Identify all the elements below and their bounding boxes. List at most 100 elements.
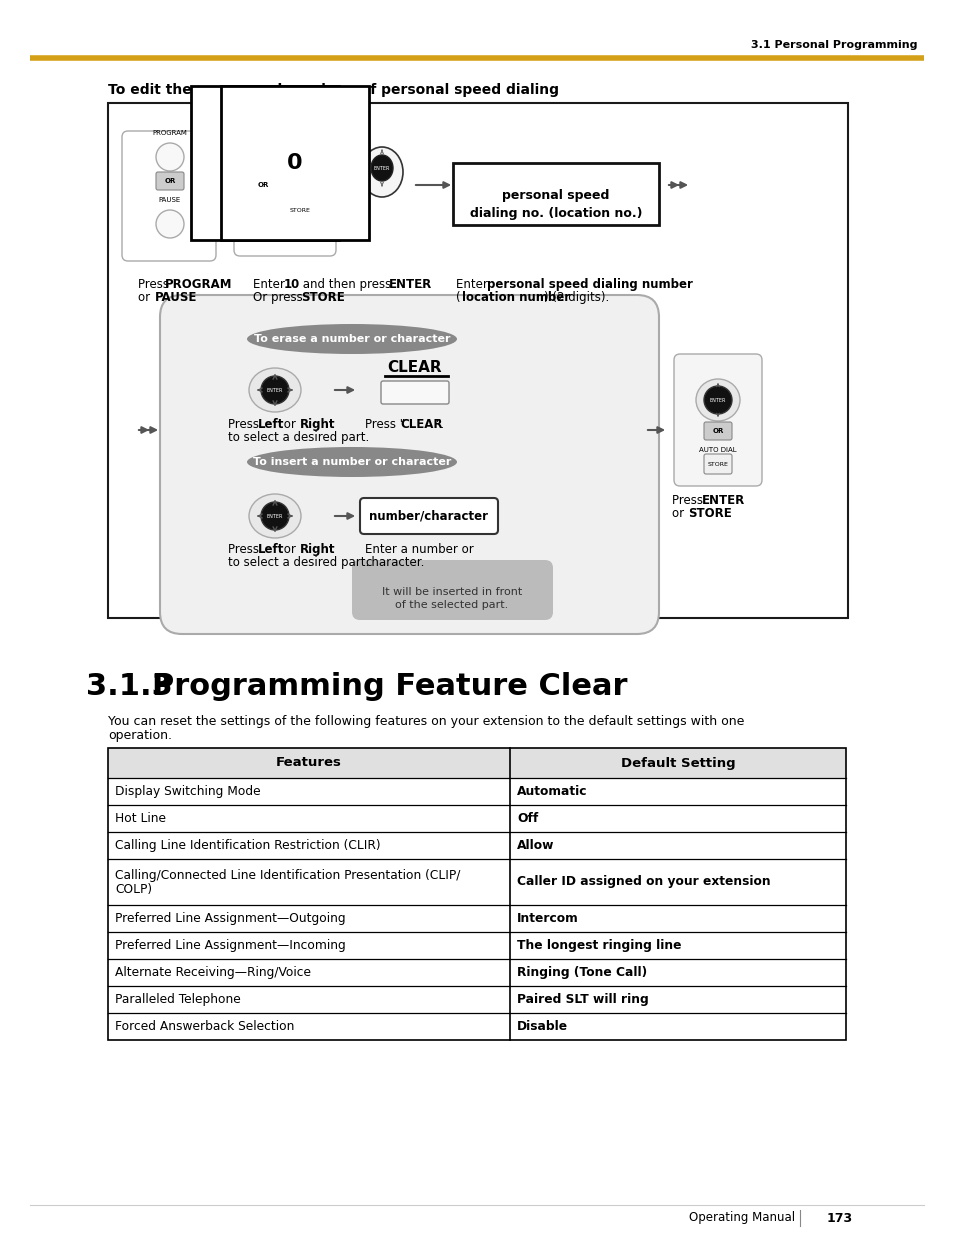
Bar bbox=[108, 832, 845, 860]
Text: 173: 173 bbox=[826, 1212, 852, 1224]
Circle shape bbox=[703, 387, 731, 414]
Text: ENTER: ENTER bbox=[709, 398, 725, 403]
Text: of the selected part.: of the selected part. bbox=[395, 600, 508, 610]
Text: ENTER: ENTER bbox=[374, 165, 390, 170]
Text: Caller ID assigned on your extension: Caller ID assigned on your extension bbox=[517, 876, 770, 888]
Text: Calling/Connected Line Identification Presentation (CLIP/: Calling/Connected Line Identification Pr… bbox=[115, 868, 460, 882]
Ellipse shape bbox=[696, 379, 740, 421]
Bar bbox=[108, 748, 845, 1040]
Text: Preferred Line Assignment—Incoming: Preferred Line Assignment—Incoming bbox=[115, 939, 345, 952]
Bar bbox=[108, 905, 845, 932]
Bar bbox=[108, 748, 845, 778]
Text: ENTER: ENTER bbox=[267, 514, 283, 519]
Bar bbox=[108, 805, 845, 832]
Text: personal speed: personal speed bbox=[502, 189, 609, 203]
Bar bbox=[108, 778, 845, 805]
Text: PROGRAM: PROGRAM bbox=[152, 130, 187, 136]
Text: COLP): COLP) bbox=[115, 883, 152, 895]
Text: Left: Left bbox=[257, 417, 284, 431]
Text: .: . bbox=[720, 508, 723, 520]
FancyBboxPatch shape bbox=[380, 382, 449, 404]
Text: It will be inserted in front: It will be inserted in front bbox=[381, 587, 521, 597]
Polygon shape bbox=[408, 562, 428, 568]
Text: Press: Press bbox=[228, 543, 262, 556]
FancyBboxPatch shape bbox=[156, 172, 184, 190]
Text: Automatic: Automatic bbox=[517, 785, 587, 798]
Ellipse shape bbox=[249, 494, 301, 538]
Text: Alternate Receiving—Ring/Voice: Alternate Receiving—Ring/Voice bbox=[115, 966, 311, 979]
Text: personal speed dialing number: personal speed dialing number bbox=[486, 278, 692, 291]
FancyBboxPatch shape bbox=[233, 124, 335, 256]
Text: ".: ". bbox=[436, 417, 445, 431]
Text: Right: Right bbox=[299, 543, 335, 556]
Text: Press: Press bbox=[671, 494, 706, 508]
Bar bbox=[108, 960, 845, 986]
Text: STORE: STORE bbox=[301, 291, 344, 304]
Circle shape bbox=[261, 375, 289, 404]
FancyBboxPatch shape bbox=[249, 177, 276, 194]
Text: PAUSE: PAUSE bbox=[154, 291, 197, 304]
Ellipse shape bbox=[360, 147, 402, 198]
FancyBboxPatch shape bbox=[160, 295, 659, 634]
Text: .: . bbox=[419, 278, 423, 291]
Text: Calling Line Identification Restriction (CLIR): Calling Line Identification Restriction … bbox=[115, 839, 380, 852]
Text: Enter: Enter bbox=[253, 278, 289, 291]
Bar bbox=[108, 103, 847, 618]
Text: and then press: and then press bbox=[298, 278, 395, 291]
Text: 1: 1 bbox=[257, 153, 273, 173]
Text: .: . bbox=[332, 291, 335, 304]
Text: 3.1.3: 3.1.3 bbox=[86, 672, 172, 701]
Text: Disable: Disable bbox=[517, 1020, 568, 1032]
Text: You can reset the settings of the following features on your extension to the de: You can reset the settings of the follow… bbox=[108, 715, 743, 727]
Text: Ringing (Tone Call): Ringing (Tone Call) bbox=[517, 966, 646, 979]
Text: Press: Press bbox=[228, 417, 262, 431]
Text: STORE: STORE bbox=[687, 508, 731, 520]
Text: STORE: STORE bbox=[290, 207, 310, 212]
FancyBboxPatch shape bbox=[453, 163, 659, 225]
Text: .: . bbox=[192, 291, 195, 304]
Text: ENTER: ENTER bbox=[389, 278, 432, 291]
Text: PAUSE: PAUSE bbox=[159, 198, 181, 203]
Text: CLEAR: CLEAR bbox=[387, 361, 442, 375]
Text: Intercom: Intercom bbox=[517, 911, 578, 925]
Text: Programming Feature Clear: Programming Feature Clear bbox=[152, 672, 627, 701]
Text: Off: Off bbox=[517, 811, 537, 825]
Text: Operating Manual: Operating Manual bbox=[688, 1212, 794, 1224]
FancyBboxPatch shape bbox=[703, 454, 731, 474]
Text: or: or bbox=[280, 543, 299, 556]
Text: or: or bbox=[280, 417, 299, 431]
FancyBboxPatch shape bbox=[703, 422, 731, 440]
Text: Paralleled Telephone: Paralleled Telephone bbox=[115, 993, 240, 1007]
Bar bbox=[108, 860, 845, 905]
Text: ) (2 digits).: ) (2 digits). bbox=[543, 291, 609, 304]
Text: to select a desired part.: to select a desired part. bbox=[228, 431, 369, 445]
Text: or: or bbox=[138, 291, 153, 304]
Text: or: or bbox=[671, 508, 687, 520]
FancyBboxPatch shape bbox=[286, 200, 314, 220]
Circle shape bbox=[156, 143, 184, 170]
Text: (: ( bbox=[456, 291, 460, 304]
Text: Allow: Allow bbox=[517, 839, 554, 852]
Text: Or press: Or press bbox=[253, 291, 306, 304]
Text: operation.: operation. bbox=[108, 729, 172, 742]
Text: OR: OR bbox=[712, 429, 723, 433]
Text: Press: Press bbox=[138, 278, 172, 291]
Circle shape bbox=[156, 210, 184, 238]
Ellipse shape bbox=[247, 447, 456, 477]
Text: OR: OR bbox=[257, 182, 269, 188]
Text: To edit the names and numbers of personal speed dialing: To edit the names and numbers of persona… bbox=[108, 83, 558, 98]
FancyBboxPatch shape bbox=[359, 498, 497, 534]
Text: To insert a number or character: To insert a number or character bbox=[253, 457, 451, 467]
Text: 10: 10 bbox=[284, 278, 300, 291]
Bar bbox=[108, 986, 845, 1013]
Text: 0: 0 bbox=[287, 153, 302, 173]
Text: Forced Answerback Selection: Forced Answerback Selection bbox=[115, 1020, 294, 1032]
Bar bbox=[108, 1013, 845, 1040]
Text: STORE: STORE bbox=[707, 462, 728, 467]
Text: Enter a number or: Enter a number or bbox=[365, 543, 474, 556]
Text: Hot Line: Hot Line bbox=[115, 811, 166, 825]
Text: OR: OR bbox=[164, 178, 175, 184]
Text: ENTER: ENTER bbox=[267, 388, 283, 393]
Text: Paired SLT will ring: Paired SLT will ring bbox=[517, 993, 648, 1007]
Text: to select a desired part.: to select a desired part. bbox=[228, 556, 369, 569]
